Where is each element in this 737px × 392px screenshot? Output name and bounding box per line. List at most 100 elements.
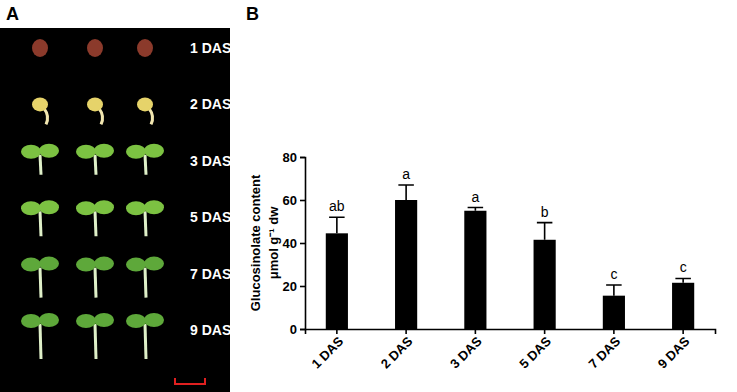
seed [87, 39, 103, 57]
cotyledon [39, 313, 59, 327]
stage-label: 5 DAS [190, 209, 231, 225]
hypocotyl [40, 155, 41, 175]
cotyledon [144, 313, 164, 327]
annotations: abaabcc [329, 166, 687, 282]
radicle [99, 108, 103, 124]
cotyledon [39, 257, 59, 271]
x-axis: 1 DAS 2 DAS 3 DAS 5 DAS 7 DAS 9 DAS [306, 329, 716, 371]
x-tick: 9 DAS [655, 329, 693, 371]
cotyledon [94, 200, 114, 214]
seed [32, 39, 48, 57]
error-bar [329, 217, 345, 233]
x-tick-mark [475, 329, 477, 334]
x-axis-line [306, 330, 716, 335]
y-tick: 40 [283, 236, 305, 251]
cotyledon [76, 314, 96, 328]
y-tick-mark [300, 200, 305, 202]
y-axis-title-line: μmol g⁻¹ dw [266, 206, 281, 280]
cotyledon [39, 144, 59, 158]
bar [603, 296, 625, 329]
stage-label: 2 DAS [190, 96, 231, 112]
significance-letter: ab [329, 198, 345, 214]
hypocotyl [145, 324, 146, 359]
x-tick-label: 2 DAS [378, 334, 416, 372]
cotyledon [144, 200, 164, 214]
significance-letter: c [680, 259, 687, 275]
hypocotyl [145, 268, 146, 298]
cotyledon [21, 145, 41, 159]
seedlings: 1 DAS2 DAS3 DAS5 DAS7 DAS9 DAS [21, 39, 231, 359]
stage-label: 9 DAS [190, 322, 231, 338]
y-tick: 60 [283, 193, 305, 208]
x-tick: 3 DAS [447, 329, 485, 371]
y-axis-title-line: Glucosinolate content [248, 174, 263, 311]
error-bar [675, 278, 691, 282]
error-bar [468, 208, 484, 211]
cotyledon [76, 201, 96, 215]
figure: A1 DAS2 DAS3 DAS5 DAS7 DAS9 DASBabaabcc0… [0, 0, 737, 392]
error-bar [537, 223, 553, 240]
cotyledon [94, 144, 114, 158]
x-tick-mark [544, 329, 546, 334]
y-tick-label: 40 [283, 236, 297, 251]
y-tick-mark [300, 286, 305, 288]
hypocotyl [145, 155, 146, 175]
cotyledon [126, 258, 146, 272]
cotyledon [21, 201, 41, 215]
stage-label: 7 DAS [190, 266, 231, 282]
y-tick-label: 60 [283, 193, 297, 208]
y-tick-mark [300, 157, 305, 159]
x-tick-mark [405, 329, 407, 334]
bar [464, 211, 486, 329]
panel-label: B [246, 4, 259, 24]
x-tick: 1 DAS [309, 329, 347, 371]
cotyledon [76, 145, 96, 159]
y-tick: 80 [283, 150, 305, 165]
y-axis-line [300, 158, 306, 330]
scale-bar [175, 378, 205, 384]
significance-letter: b [541, 204, 549, 220]
hypocotyl [95, 155, 96, 175]
x-tick-mark [336, 329, 338, 334]
cotyledon [126, 145, 146, 159]
cotyledon [76, 258, 96, 272]
x-tick: 2 DAS [378, 329, 416, 371]
hypocotyl [40, 268, 41, 298]
significance-letter: c [610, 266, 617, 282]
hypocotyl [95, 268, 96, 298]
x-tick-label: 1 DAS [309, 334, 347, 372]
significance-letter: a [402, 166, 410, 182]
x-tick-label: 5 DAS [516, 334, 554, 372]
seed [137, 39, 153, 57]
x-tick: 5 DAS [516, 329, 554, 371]
cotyledon [39, 200, 59, 214]
y-axis: 0 20 40 60 80 [283, 150, 306, 337]
plot-area [326, 185, 694, 329]
cotyledon [21, 258, 41, 272]
hypocotyl [145, 211, 146, 236]
hypocotyl [95, 324, 96, 359]
error-bar [606, 285, 622, 296]
cotyledon [126, 201, 146, 215]
y-tick-mark [300, 243, 305, 245]
seed [137, 97, 153, 111]
x-tick-mark [613, 329, 615, 334]
cotyledon [94, 257, 114, 271]
y-tick-mark [300, 329, 305, 331]
bar [672, 283, 694, 329]
y-tick-label: 80 [283, 150, 297, 165]
panel-label: A [6, 4, 19, 24]
y-tick-label: 0 [290, 322, 297, 337]
cotyledon [21, 314, 41, 328]
x-tick-label: 9 DAS [655, 334, 693, 372]
cotyledon [94, 313, 114, 327]
seed [87, 97, 103, 111]
bar [534, 240, 556, 329]
y-tick: 20 [283, 279, 305, 294]
x-tick-label: 7 DAS [586, 334, 624, 372]
bar [326, 233, 348, 329]
radicle [44, 108, 48, 124]
y-tick: 0 [290, 322, 305, 337]
cotyledon [144, 144, 164, 158]
error-bar [398, 185, 414, 200]
